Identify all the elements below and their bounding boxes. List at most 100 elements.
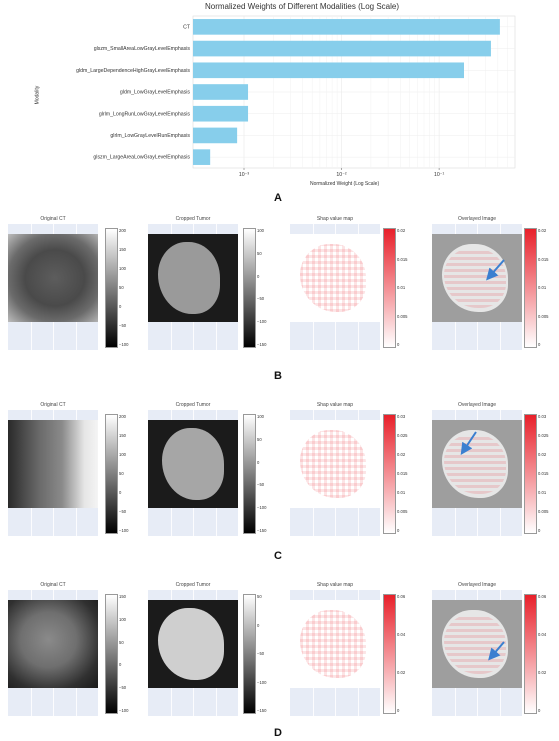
- image-title: Shap value map: [316, 216, 354, 222]
- colorbar-tick: 0.04: [397, 632, 406, 637]
- overlayed-image: [432, 224, 522, 350]
- colorbar-tick: 0.02: [538, 452, 547, 457]
- cropped-tumor-image: [148, 410, 238, 536]
- colorbar-tick: 0: [538, 528, 541, 533]
- original-ct-image: [8, 590, 98, 716]
- bar: [193, 40, 491, 57]
- shap-tumor: [300, 430, 366, 498]
- category-label: glrlm_LongRunLowGrayLevelEmphasis: [99, 111, 191, 117]
- tick-label: 10⁻¹: [434, 172, 445, 178]
- colorbar-tick: −50: [257, 651, 265, 656]
- shap-value-map: [290, 410, 380, 536]
- colorbar-tick: 0.03: [397, 414, 406, 419]
- colorbar-tick: 0.02: [538, 228, 547, 233]
- image-title: Cropped Tumor: [175, 402, 211, 408]
- overlayed-image: [432, 590, 522, 716]
- colorbar: [243, 228, 256, 348]
- image-title: Original CT: [40, 582, 66, 588]
- shap-background: [290, 600, 380, 688]
- colorbar-tick: −100: [257, 319, 267, 325]
- image-title: Original CT: [40, 402, 66, 408]
- colorbar-tick: 0.02: [538, 670, 547, 675]
- ct-slice: [8, 600, 98, 688]
- colorbar-tick: −150: [257, 528, 267, 533]
- colorbar-tick: 50: [119, 285, 124, 290]
- colorbar-tick: 100: [257, 228, 264, 233]
- colorbar-tick: 0.04: [538, 632, 547, 637]
- colorbar-tick: 50: [257, 594, 262, 599]
- arrow-icon: [488, 641, 505, 661]
- ct-slice: [8, 234, 98, 322]
- colorbar-tick: 0.025: [538, 433, 549, 438]
- image-title: Overlayed Image: [457, 582, 497, 588]
- colorbar: [243, 594, 256, 714]
- category-label: glszm_LargeAreaLowGrayLevelEmphasis: [93, 155, 190, 161]
- shap-tumor: [300, 610, 366, 678]
- ct-slice: [8, 420, 98, 508]
- panel-label-b: B: [274, 370, 282, 382]
- tumor-region: [158, 608, 224, 680]
- colorbar-tick: −100: [119, 342, 129, 347]
- y-axis-label: Modality: [34, 85, 41, 105]
- shap-value-map: [290, 590, 380, 716]
- colorbar: [383, 228, 396, 348]
- tumor-region: [158, 242, 220, 314]
- colorbar-tick: 0.06: [538, 594, 547, 599]
- colorbar-tick: 0: [257, 459, 260, 465]
- colorbar-tick: 0: [119, 304, 122, 309]
- colorbar-tick: −150: [257, 342, 267, 347]
- tick-label: 10⁻²: [336, 172, 347, 178]
- colorbar-tick: 0: [257, 273, 260, 279]
- colorbar-tick: 0.02: [397, 670, 406, 675]
- colorbar-tick: 0.005: [397, 313, 408, 319]
- overlayed-image: [432, 410, 522, 536]
- shap-tumor: [300, 244, 366, 312]
- tumor-region: [162, 428, 224, 500]
- bar: [193, 149, 211, 165]
- colorbar-tick: 50: [119, 471, 124, 476]
- colorbar-tick: 0: [397, 708, 400, 713]
- colorbar-tick: 0.015: [397, 471, 408, 476]
- shap-value-map: [290, 224, 380, 350]
- colorbar-tick: 0.03: [538, 414, 547, 419]
- colorbar-tick: 0.015: [538, 471, 549, 476]
- category-label: gldm_LargeDependenceHighGrayLevelEmphasi…: [76, 68, 190, 74]
- colorbar-tick: 0: [397, 342, 400, 347]
- colorbar-tick: 0.005: [397, 509, 408, 514]
- colorbar-tick: 0.01: [538, 490, 547, 495]
- colorbar: [383, 414, 396, 534]
- bar: [193, 62, 464, 79]
- shap-background: [290, 234, 380, 322]
- colorbar-tick: 0: [538, 708, 541, 713]
- overlay-tumor: [442, 430, 508, 498]
- panel-label-d: D: [274, 727, 282, 739]
- category-label: glszm_SmallAreaLowGrayLevelEmphasis: [94, 46, 191, 52]
- colorbar-tick: −50: [257, 296, 265, 302]
- colorbar-tick: 0.01: [538, 285, 547, 290]
- colorbar-tick: 0.025: [397, 433, 408, 438]
- colorbar-tick: 200: [119, 414, 126, 419]
- colorbar-tick: −50: [119, 323, 127, 328]
- cropped-tumor-image: [148, 590, 238, 716]
- bar-chart: CT glszm_SmallAreaLowGrayLevelEmphasisgld…: [76, 15, 516, 178]
- colorbar-tick: −50: [119, 685, 127, 691]
- colorbar-tick: 100: [119, 266, 126, 271]
- image-title: Cropped Tumor: [175, 582, 211, 588]
- bar: [193, 127, 238, 144]
- colorbar-tick: 0.015: [538, 256, 549, 262]
- category-label: gldm_LowGrayLevelEmphasis: [120, 90, 190, 96]
- x-axis-label: Normalized Weight (Log Scale): [310, 181, 380, 187]
- colorbar: [524, 228, 537, 348]
- colorbar-tick: 0.01: [397, 490, 406, 495]
- colorbar-tick: 0.005: [538, 313, 549, 319]
- colorbar-tick: 0: [119, 490, 122, 495]
- image-title: Original CT: [40, 216, 66, 222]
- colorbar: [524, 594, 537, 714]
- overlay-tumor: [442, 610, 508, 678]
- colorbar: [524, 414, 537, 534]
- colorbar-tick: 150: [119, 594, 126, 599]
- colorbar: [105, 228, 118, 348]
- colorbar-tick: 50: [257, 436, 262, 442]
- colorbar-tick: 200: [119, 228, 126, 233]
- colorbar-tick: −100: [119, 528, 129, 533]
